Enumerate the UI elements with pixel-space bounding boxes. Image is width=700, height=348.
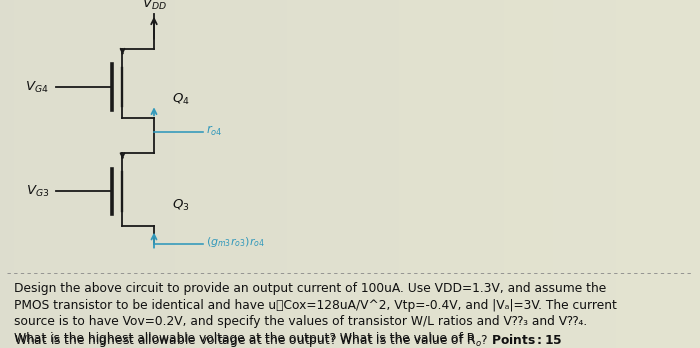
Text: $V_{G3}$: $V_{G3}$ bbox=[26, 184, 49, 199]
Text: PMOS transistor to be identical and have u₝Cox=128uA/V^2, Vtp=-0.4V, and |Vₐ|=3V: PMOS transistor to be identical and have… bbox=[14, 299, 617, 311]
Text: $(g_{m3}r_{o3})r_{o4}$: $(g_{m3}r_{o3})r_{o4}$ bbox=[206, 235, 265, 249]
Text: What is the highest allowable voltage at the output? What is the value of R: What is the highest allowable voltage at… bbox=[14, 332, 475, 345]
Text: $V_{DD}$: $V_{DD}$ bbox=[141, 0, 167, 12]
Text: Design the above circuit to provide an output current of 100uA. Use VDD=1.3V, an: Design the above circuit to provide an o… bbox=[14, 282, 606, 295]
Text: $r_{o4}$: $r_{o4}$ bbox=[206, 124, 223, 137]
Text: $Q_4$: $Q_4$ bbox=[172, 92, 189, 107]
Text: $Q_3$: $Q_3$ bbox=[172, 198, 189, 213]
Text: source is to have Vov=0.2V, and specify the values of transistor W/L ratios and : source is to have Vov=0.2V, and specify … bbox=[14, 315, 587, 328]
Text: $V_{G4}$: $V_{G4}$ bbox=[25, 79, 49, 95]
Text: What is the highest allowable voltage at the output? What is the value of R$_o$?: What is the highest allowable voltage at… bbox=[14, 332, 563, 348]
